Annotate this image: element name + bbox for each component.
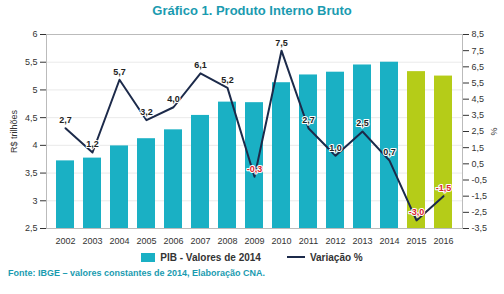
svg-text:0,5: 0,5 <box>472 159 485 169</box>
svg-text:5,5: 5,5 <box>25 57 38 67</box>
svg-text:1,2: 1,2 <box>86 139 99 149</box>
svg-text:6,5: 6,5 <box>472 62 485 72</box>
svg-text:5: 5 <box>32 85 37 95</box>
svg-text:%: % <box>489 127 499 135</box>
svg-text:3,2: 3,2 <box>140 107 153 117</box>
svg-text:1,0: 1,0 <box>329 143 342 153</box>
svg-text:6: 6 <box>32 29 37 39</box>
svg-text:R$ trilhões: R$ trilhões <box>9 109 19 153</box>
svg-text:-0,3: -0,3 <box>247 164 263 174</box>
svg-text:2004: 2004 <box>109 236 129 246</box>
svg-text:1,5: 1,5 <box>472 143 485 153</box>
svg-text:-0,5: -0,5 <box>472 175 488 185</box>
svg-text:2005: 2005 <box>136 236 156 246</box>
html-text:Fonte: IBGE – valores constant: Fonte: IBGE – valores constantes de 2014… <box>8 268 266 278</box>
svg-text:-3,0: -3,0 <box>409 207 425 217</box>
svg-text:-2,5: -2,5 <box>472 207 488 217</box>
svg-text:2009: 2009 <box>244 236 264 246</box>
svg-text:2002: 2002 <box>55 236 75 246</box>
svg-text:6,1: 6,1 <box>194 60 207 70</box>
svg-text:0,7: 0,7 <box>383 147 396 157</box>
svg-text:2010: 2010 <box>271 236 291 246</box>
svg-text:5,2: 5,2 <box>221 75 234 85</box>
svg-text:3: 3 <box>32 196 37 206</box>
html-text:Gráfico 1. Produto Interno Bru: Gráfico 1. Produto Interno Bruto <box>152 3 352 18</box>
svg-text:2008: 2008 <box>217 236 237 246</box>
svg-text:8,5: 8,5 <box>472 29 485 39</box>
svg-text:4: 4 <box>32 140 37 150</box>
svg-text:2003: 2003 <box>82 236 102 246</box>
svg-text:2011: 2011 <box>299 236 318 246</box>
svg-text:2,5: 2,5 <box>472 126 485 136</box>
svg-text:2012: 2012 <box>325 236 345 246</box>
svg-text:2016: 2016 <box>433 236 453 246</box>
svg-text:2,5: 2,5 <box>25 223 38 233</box>
svg-text:7,5: 7,5 <box>275 38 288 48</box>
svg-text:2007: 2007 <box>190 236 210 246</box>
svg-text:2,5: 2,5 <box>356 118 369 128</box>
svg-text:2015: 2015 <box>406 236 426 246</box>
svg-text:2013: 2013 <box>352 236 372 246</box>
svg-text:5,7: 5,7 <box>113 67 126 77</box>
svg-text:2006: 2006 <box>163 236 183 246</box>
svg-text:-1,5: -1,5 <box>472 191 488 201</box>
svg-text:-3,5: -3,5 <box>472 223 488 233</box>
svg-text:3,5: 3,5 <box>25 168 38 178</box>
svg-text:4,5: 4,5 <box>25 113 38 123</box>
html-text:Variação %: Variação % <box>309 251 363 263</box>
svg-text:2014: 2014 <box>379 236 399 246</box>
html-text:PIB - Valores de 2014: PIB - Valores de 2014 <box>160 251 261 263</box>
svg-text:7,5: 7,5 <box>472 46 485 56</box>
svg-text:4,0: 4,0 <box>167 94 180 104</box>
svg-text:2,7: 2,7 <box>302 115 315 125</box>
svg-text:2,7: 2,7 <box>59 115 72 125</box>
svg-text:3,5: 3,5 <box>472 110 485 120</box>
svg-text:4,5: 4,5 <box>472 94 485 104</box>
svg-text:5,5: 5,5 <box>472 78 485 88</box>
svg-text:-1,5: -1,5 <box>436 183 452 193</box>
